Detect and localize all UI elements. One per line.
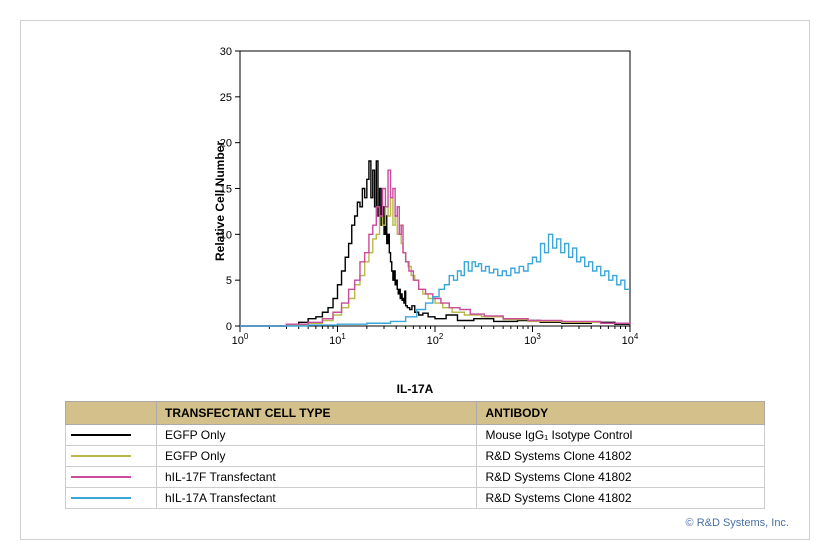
legend-antibody: Mouse IgG₁ Isotype Control	[477, 425, 765, 446]
legend-table: TRANSFECTANT CELL TYPE ANTIBODY EGFP Onl…	[65, 401, 765, 509]
legend-header-celltype: TRANSFECTANT CELL TYPE	[157, 402, 477, 425]
legend-celltype: EGFP Only	[157, 446, 477, 467]
legend-celltype: EGFP Only	[157, 425, 477, 446]
legend-antibody: R&D Systems Clone 41802	[477, 467, 765, 488]
x-axis-label: IL-17A	[397, 382, 434, 396]
svg-text:25: 25	[220, 92, 232, 104]
legend-celltype: hIL-17F Transfectant	[157, 467, 477, 488]
table-row: EGFP OnlyR&D Systems Clone 41802	[66, 446, 765, 467]
svg-text:101: 101	[329, 332, 346, 347]
y-axis-label: Relative Cell Number	[213, 141, 227, 261]
legend-swatch	[66, 488, 157, 509]
legend-swatch	[66, 425, 157, 446]
legend-celltype: hIL-17A Transfectant	[157, 488, 477, 509]
table-row: hIL-17A TransfectantR&D Systems Clone 41…	[66, 488, 765, 509]
flow-histogram-chart: 051015202530100101102103104 Relative Cel…	[190, 41, 640, 361]
legend-header-antibody: ANTIBODY	[477, 402, 765, 425]
svg-text:102: 102	[427, 332, 444, 347]
legend-antibody: R&D Systems Clone 41802	[477, 488, 765, 509]
table-row: EGFP OnlyMouse IgG₁ Isotype Control	[66, 425, 765, 446]
svg-text:104: 104	[622, 332, 639, 347]
legend-header-swatch	[66, 402, 157, 425]
legend-antibody: R&D Systems Clone 41802	[477, 446, 765, 467]
table-row: hIL-17F TransfectantR&D Systems Clone 41…	[66, 467, 765, 488]
svg-text:30: 30	[220, 46, 232, 58]
legend-table-wrap: TRANSFECTANT CELL TYPE ANTIBODY EGFP Onl…	[65, 401, 765, 509]
chart-svg: 051015202530100101102103104	[190, 41, 640, 361]
svg-text:103: 103	[524, 332, 541, 347]
figure-container: 051015202530100101102103104 Relative Cel…	[20, 20, 810, 540]
svg-text:100: 100	[232, 332, 249, 347]
legend-swatch	[66, 446, 157, 467]
legend-swatch	[66, 467, 157, 488]
credit-text: © R&D Systems, Inc.	[41, 517, 789, 529]
svg-text:0: 0	[226, 321, 232, 333]
svg-text:5: 5	[226, 275, 232, 287]
